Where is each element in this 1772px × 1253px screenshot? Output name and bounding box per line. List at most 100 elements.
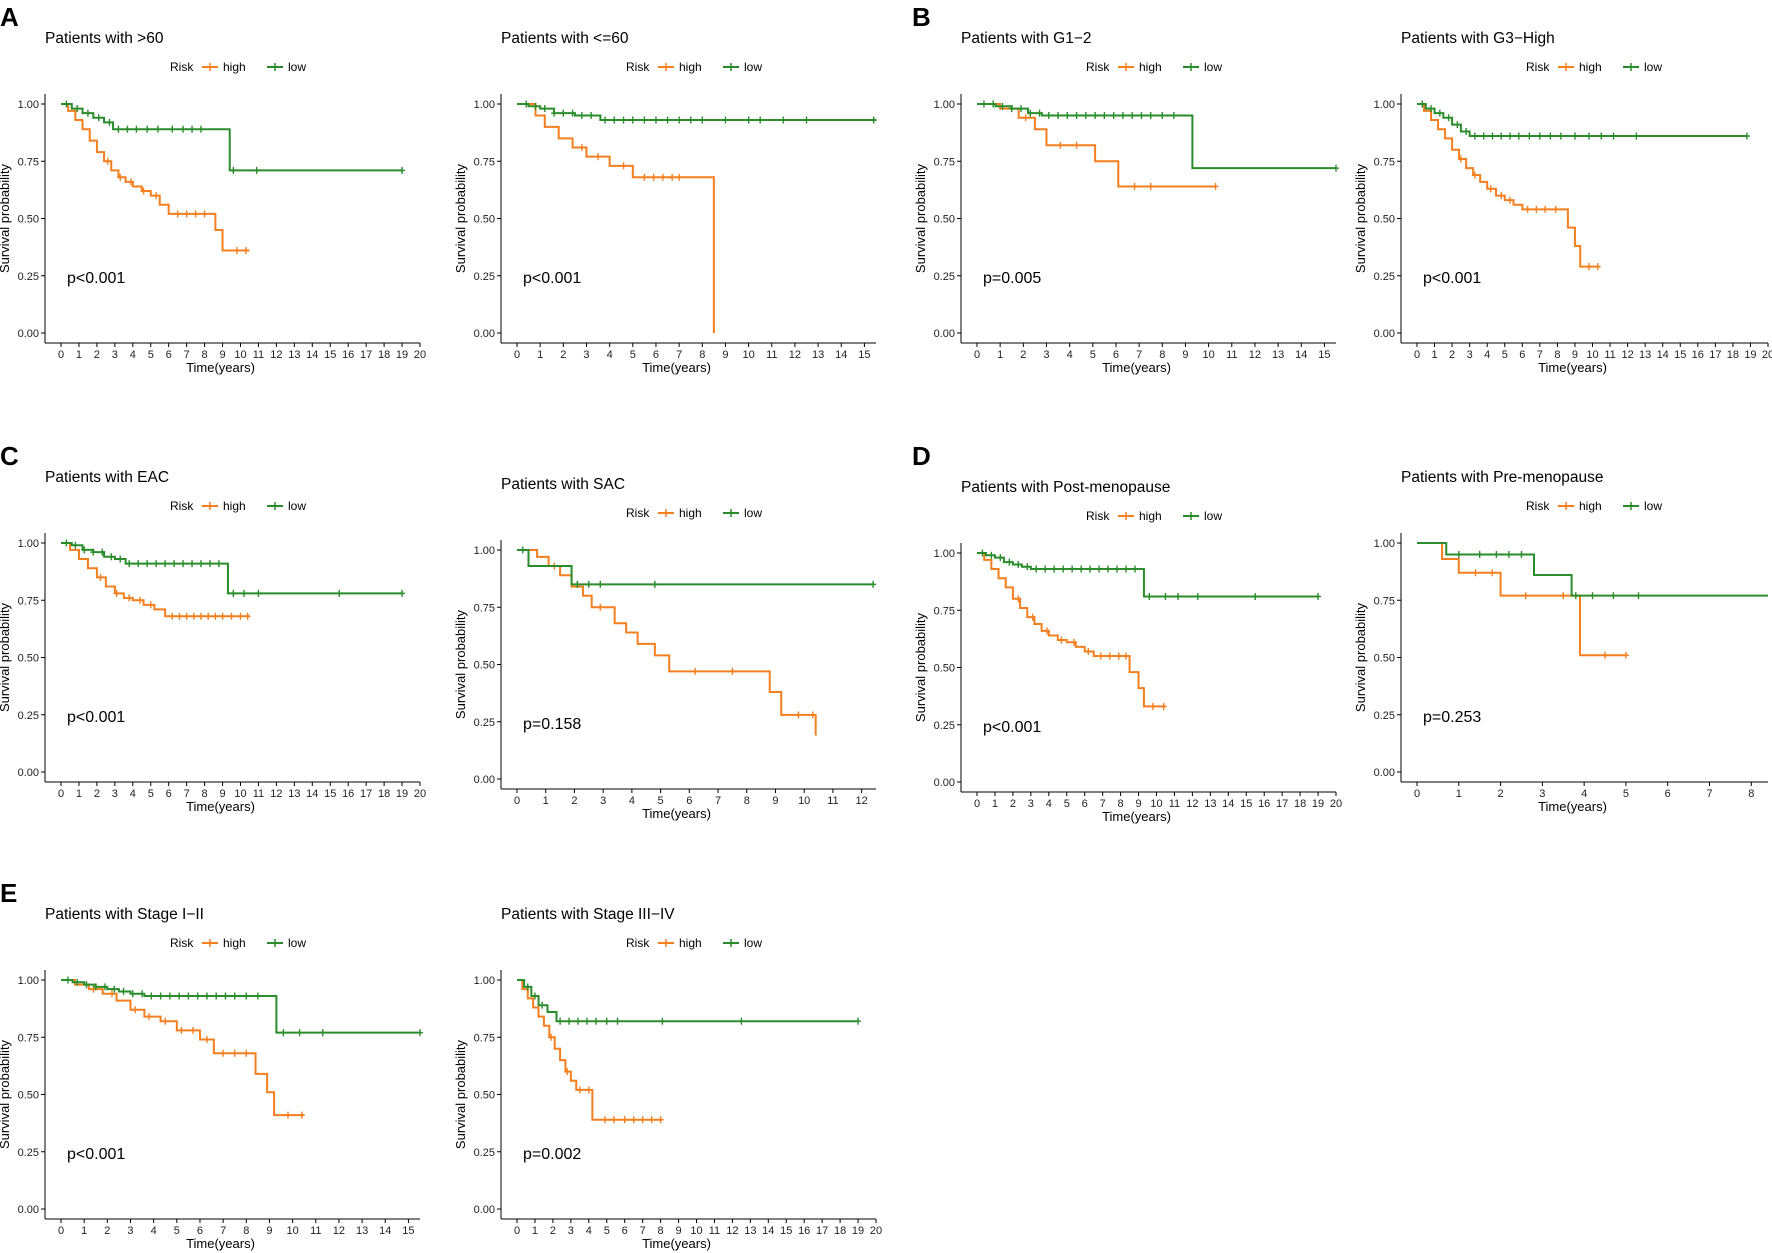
y-tick-label: 0.00	[18, 767, 39, 779]
x-tick-label: 6	[1113, 349, 1119, 361]
censor-mark-high	[242, 247, 249, 255]
x-tick-label: 10	[798, 795, 810, 807]
censor-mark-low	[1024, 563, 1031, 571]
censor-mark-low	[254, 992, 261, 1000]
censor-mark-low	[185, 992, 192, 1000]
censor-mark-low	[162, 560, 169, 568]
censor-mark-high	[233, 247, 240, 255]
x-tick-label: 7	[1706, 788, 1712, 800]
censor-mark-low	[1547, 132, 1554, 140]
x-tick-label: 4	[1484, 349, 1490, 361]
censor-mark-high	[692, 667, 699, 675]
x-tick-label: 19	[1744, 349, 1756, 361]
censor-mark-high	[1057, 141, 1064, 149]
censor-mark-high	[198, 612, 205, 620]
censor-mark-low	[1060, 565, 1067, 573]
censor-mark-low	[81, 546, 88, 554]
legend-title: Risk	[1086, 509, 1110, 523]
x-tick-label: 8	[744, 795, 750, 807]
panel-letter: D	[912, 441, 931, 471]
x-tick-label: 7	[1100, 798, 1106, 810]
censor-mark-low	[115, 125, 122, 133]
y-axis-label: Survival probability	[0, 1039, 12, 1149]
x-tick-label: 2	[1449, 349, 1455, 361]
y-tick-label: 0.25	[934, 271, 955, 283]
x-tick-label: 15	[324, 349, 336, 361]
censor-mark-low	[1131, 565, 1138, 573]
x-tick-label: 5	[174, 1225, 180, 1237]
censor-mark-low	[99, 548, 106, 556]
p-value: p<0.001	[1423, 270, 1481, 287]
x-tick-label: 7	[220, 1225, 226, 1237]
y-tick-label: 0.25	[1374, 271, 1395, 283]
censor-mark-low	[519, 546, 526, 554]
x-tick-label: 11	[310, 1225, 321, 1237]
x-tick-label: 17	[360, 788, 372, 800]
censor-mark-high	[231, 1049, 238, 1057]
x-tick-label: 9	[1135, 798, 1141, 810]
censor-mark-low	[699, 116, 706, 124]
y-tick-label: 0.50	[1374, 214, 1395, 226]
censor-mark-low	[280, 1029, 287, 1037]
survival-curve-high	[977, 103, 1216, 188]
y-axis-label: Survival probability	[0, 163, 12, 273]
censor-mark-high	[136, 596, 143, 604]
x-tick-label: 14	[379, 1225, 391, 1237]
censor-mark-low	[1146, 593, 1153, 601]
censor-mark-high	[610, 1116, 617, 1124]
censor-mark-high	[729, 667, 736, 675]
x-tick-label: 0	[514, 1225, 520, 1237]
x-tick-label: 2	[571, 795, 577, 807]
censor-mark-low	[1147, 111, 1154, 119]
x-tick-label: 7	[184, 349, 190, 361]
censor-mark-low	[585, 580, 592, 588]
censor-mark-low	[1175, 593, 1182, 601]
censor-mark-high	[183, 210, 190, 218]
censor-mark-high	[1097, 652, 1104, 660]
censor-mark-high	[1542, 205, 1549, 213]
x-tick-label: 4	[130, 349, 136, 361]
x-tick-label: 9	[219, 349, 225, 361]
censor-mark-high	[220, 1049, 227, 1057]
censor-mark-low	[1585, 132, 1592, 140]
censor-mark-high	[1022, 114, 1029, 122]
censor-mark-high	[153, 192, 160, 200]
y-axis-label: Survival probability	[0, 602, 12, 712]
chart-title: Patients with Post-menopause	[961, 479, 1170, 496]
y-tick-label: 0.75	[18, 1032, 39, 1044]
y-tick-label: 0.50	[474, 660, 495, 672]
censor-mark-low	[999, 102, 1006, 110]
y-axis-label: Survival probability	[1353, 163, 1368, 273]
censor-mark-low	[1507, 132, 1514, 140]
x-tick-label: 13	[1639, 349, 1651, 361]
censor-mark-low	[1110, 111, 1117, 119]
y-tick-label: 0.50	[934, 663, 955, 675]
x-tick-label: 1	[81, 1225, 87, 1237]
x-tick-label: 2	[550, 1225, 556, 1237]
x-tick-label: 7	[676, 349, 682, 361]
y-tick-label: 0.00	[474, 328, 495, 340]
x-tick-label: 0	[58, 349, 64, 361]
x-tick-label: 4	[629, 795, 635, 807]
x-tick-label: 12	[270, 788, 282, 800]
survival-curve-high	[517, 979, 663, 1121]
x-tick-label: 20	[1762, 349, 1772, 361]
censor-mark-low	[102, 983, 109, 991]
censor-mark-low	[1480, 132, 1487, 140]
censor-mark-low	[144, 560, 151, 568]
censor-mark-low	[243, 992, 250, 1000]
censor-mark-low	[106, 118, 113, 126]
y-tick-label: 0.75	[934, 605, 955, 617]
x-tick-label: 9	[266, 1225, 272, 1237]
censor-mark-low	[659, 1017, 666, 1025]
x-tick-label: 4	[607, 349, 613, 361]
x-tick-label: 1	[997, 349, 1003, 361]
censor-mark-high	[1594, 263, 1601, 271]
censor-mark-high	[1147, 182, 1154, 190]
y-tick-label: 0.00	[934, 328, 955, 340]
censor-mark-low	[592, 1017, 599, 1025]
x-axis-label: Time(years)	[1102, 809, 1171, 824]
x-tick-label: 17	[1276, 798, 1288, 810]
x-tick-label: 10	[234, 788, 246, 800]
censor-mark-high	[190, 1026, 197, 1034]
